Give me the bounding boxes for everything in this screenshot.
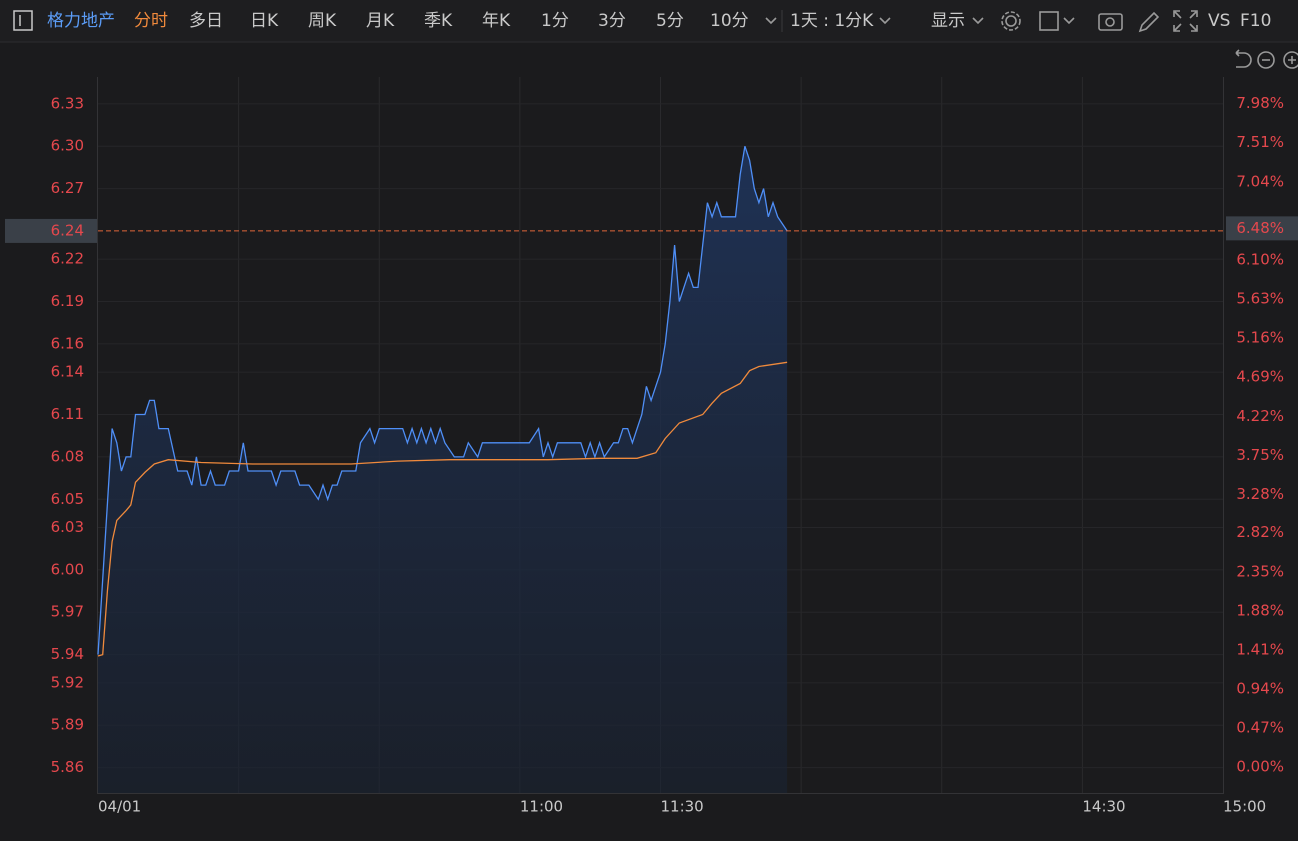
y-tick-label: 6.14 <box>51 363 84 381</box>
toolbar <box>0 0 1298 42</box>
y2-tick-label: 7.51% <box>1236 133 1284 151</box>
dropdown-arrow[interactable] <box>972 17 984 25</box>
y2-tick-label: 4.22% <box>1236 407 1284 425</box>
y2-tick-label: 2.82% <box>1236 523 1284 541</box>
settings-icon-ring <box>1001 11 1021 31</box>
tab[interactable]: 季K <box>424 11 453 31</box>
y-tick-label: 6.00 <box>51 560 84 578</box>
y-tick-label: 6.19 <box>51 292 84 310</box>
y2-tick-label: 3.28% <box>1236 485 1284 503</box>
camera-icon[interactable] <box>1098 13 1123 31</box>
tab[interactable]: 1分 <box>541 11 569 31</box>
tab[interactable]: 3分 <box>598 11 626 31</box>
y2-tick-label: 0.94% <box>1236 680 1284 698</box>
y-tick-label: 5.86 <box>51 758 84 776</box>
zoom-out-icon[interactable] <box>1257 51 1275 69</box>
tab[interactable]: 年K <box>482 11 511 31</box>
dropdown-arrow[interactable] <box>765 17 777 25</box>
dropdown-arrow[interactable] <box>879 17 891 25</box>
tab[interactable]: 周K <box>308 11 337 31</box>
price-area <box>98 146 788 793</box>
y-tick-label: 5.94 <box>51 645 84 663</box>
undo-icon[interactable] <box>1235 49 1252 68</box>
sidebar-toggle[interactable] <box>13 10 33 31</box>
settings-icon[interactable] <box>1005 15 1017 27</box>
period-select[interactable]: 1天 : 1分K <box>790 11 874 31</box>
price-line <box>97 145 788 655</box>
zoom-in-icon[interactable] <box>1283 51 1298 69</box>
last-price-label: 6.24 <box>51 221 84 239</box>
zoom-in-plus <box>1288 56 1296 64</box>
y-tick-label: 6.30 <box>51 137 84 155</box>
y2-tick-label: 0.47% <box>1236 719 1284 737</box>
vs-button[interactable]: VS <box>1208 11 1230 31</box>
x-tick-label: 15:00 <box>1223 798 1266 816</box>
y2-tick-label: 1.41% <box>1236 640 1284 658</box>
tab[interactable]: 多日 <box>189 11 223 31</box>
y2-tick-label: 6.10% <box>1236 250 1284 268</box>
y-tick-label: 6.27 <box>51 179 84 197</box>
y-tick-label: 5.92 <box>51 673 84 691</box>
last-change-badge <box>1226 216 1298 241</box>
y2-tick-label: 3.75% <box>1236 446 1284 464</box>
y2-tick-label: 5.63% <box>1236 290 1284 308</box>
camera-lens <box>1105 17 1115 27</box>
x-tick-label: 11:30 <box>661 798 704 816</box>
tab[interactable]: 分时 <box>134 11 168 31</box>
average-line <box>97 361 788 657</box>
y-tick-label: 6.03 <box>51 518 84 536</box>
y-tick-label: 6.16 <box>51 334 84 352</box>
tab[interactable]: 10分 <box>710 11 749 31</box>
y-tick-label: 6.05 <box>51 490 84 508</box>
dropdown-arrow[interactable] <box>1063 17 1075 25</box>
last-change-label: 6.48% <box>1236 219 1284 237</box>
y-tick-label: 6.11 <box>51 405 84 423</box>
x-tick-label: 11:00 <box>520 798 563 816</box>
y2-tick-label: 1.88% <box>1236 601 1284 619</box>
x-tick-label: 04/01 <box>98 798 141 816</box>
draw-icon[interactable] <box>1138 11 1160 33</box>
y-tick-label: 6.22 <box>51 250 84 268</box>
last-price-badge <box>5 218 97 243</box>
y-tick-label: 5.89 <box>51 716 84 734</box>
y2-tick-label: 4.69% <box>1236 368 1284 386</box>
f10-button[interactable]: F10 <box>1240 11 1271 31</box>
y2-tick-label: 7.98% <box>1236 94 1284 112</box>
layout-icon[interactable] <box>1039 11 1059 31</box>
tab[interactable]: 5分 <box>656 11 684 31</box>
y-tick-label: 6.33 <box>51 94 84 112</box>
tab[interactable]: 月K <box>366 11 395 31</box>
y-tick-label: 6.08 <box>51 447 84 465</box>
x-tick-label: 14:30 <box>1082 798 1125 816</box>
display-menu[interactable]: 显示 <box>931 11 965 31</box>
fullscreen-icon[interactable] <box>1173 10 1198 32</box>
y2-tick-label: 7.04% <box>1236 172 1284 190</box>
stock-name[interactable]: 格力地产 <box>47 11 115 31</box>
tab[interactable]: 日K <box>250 11 279 31</box>
y-tick-label: 5.97 <box>51 603 84 621</box>
y2-tick-label: 2.35% <box>1236 562 1284 580</box>
y2-tick-label: 5.16% <box>1236 329 1284 347</box>
y2-tick-label: 0.00% <box>1236 758 1284 776</box>
